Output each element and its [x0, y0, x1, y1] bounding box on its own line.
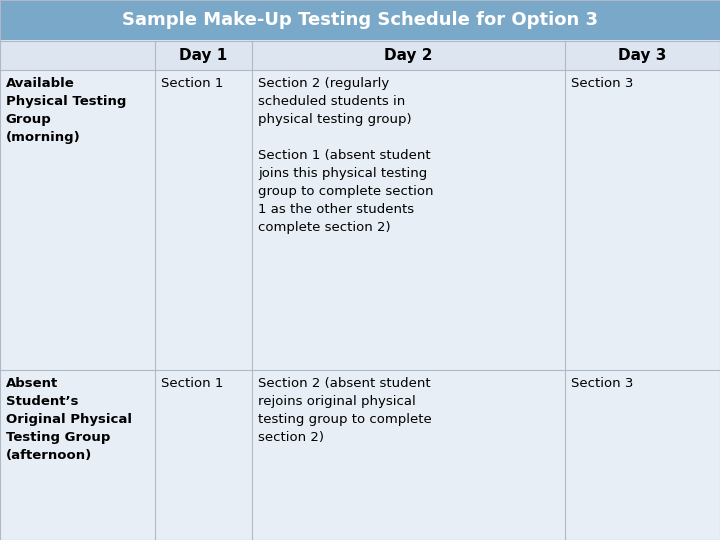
- Text: Section 2 (absent student
rejoins original physical
testing group to complete
se: Section 2 (absent student rejoins origin…: [258, 377, 431, 444]
- Text: Available
Physical Testing
Group
(morning): Available Physical Testing Group (mornin…: [6, 77, 126, 144]
- Bar: [0, 370, 720, 540]
- Text: Section 2 (regularly
scheduled students in
physical testing group)

Section 1 (a: Section 2 (regularly scheduled students …: [258, 77, 433, 234]
- Bar: [0, 70, 720, 370]
- Text: Section 1: Section 1: [161, 77, 223, 90]
- Text: Day 1: Day 1: [179, 48, 228, 63]
- Text: Section 1: Section 1: [161, 377, 223, 390]
- Bar: [0, 0, 720, 40]
- Text: Absent
Student’s
Original Physical
Testing Group
(afternoon): Absent Student’s Original Physical Testi…: [6, 377, 132, 462]
- Text: Section 3: Section 3: [571, 77, 634, 90]
- Text: Section 3: Section 3: [571, 377, 634, 390]
- Text: Day 3: Day 3: [618, 48, 667, 63]
- Text: Day 2: Day 2: [384, 48, 433, 63]
- Bar: [0, 40, 720, 70]
- Text: Sample Make-Up Testing Schedule for Option 3: Sample Make-Up Testing Schedule for Opti…: [122, 11, 598, 29]
